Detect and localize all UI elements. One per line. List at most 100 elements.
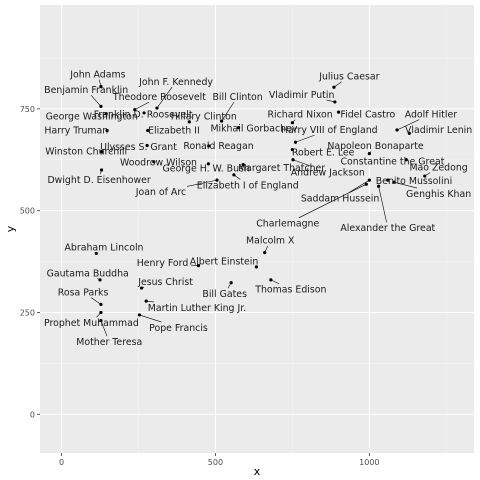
label-albert-einstein: Albert Einstein bbox=[190, 256, 259, 267]
point-bill-clinton bbox=[220, 119, 224, 123]
point-bill-gates bbox=[229, 281, 233, 285]
x-axis-title: x bbox=[254, 465, 261, 478]
label-franklin-d-roosevelt: Franklin D. Roosevelt bbox=[94, 109, 193, 120]
plot-panel bbox=[40, 5, 474, 453]
point-constantine-the-great bbox=[404, 158, 408, 162]
label-richard-nixon: Richard Nixon bbox=[268, 109, 333, 120]
point-abraham-lincoln bbox=[94, 251, 98, 256]
point-rosa-parks bbox=[99, 302, 103, 306]
label-charlemagne: Charlemagne bbox=[256, 219, 319, 230]
label-vladimir-lenin: Vladimir Lenin bbox=[405, 125, 472, 136]
label-jesus-christ: Jesus Christ bbox=[137, 277, 193, 288]
label-julius-caesar: Julius Caesar bbox=[318, 72, 379, 83]
label-abraham-lincoln: Abraham Lincoln bbox=[65, 243, 144, 254]
point-thomas-edison bbox=[269, 278, 273, 282]
point-elizabeth-ii bbox=[146, 128, 150, 133]
point-george-washington bbox=[104, 112, 108, 116]
y-tick-label: 750 bbox=[20, 105, 35, 114]
point-vladimir-lenin bbox=[407, 131, 411, 135]
label-benito-mussolini: Benito Mussolini bbox=[376, 176, 452, 187]
label-vladimir-putin: Vladimir Putin bbox=[269, 90, 335, 101]
y-tick-label: 0 bbox=[30, 410, 35, 419]
x-tick-label: 1000 bbox=[359, 458, 379, 467]
label-ronald-reagan: Ronald Reagan bbox=[183, 141, 253, 152]
point-malcolm-x bbox=[263, 251, 267, 255]
label-alexander-the-great: Alexander the Great bbox=[340, 223, 435, 234]
label-layer: John Adams John F. Kennedy Julius Caesar Be… bbox=[44, 70, 472, 349]
label-john-adams: John Adams bbox=[69, 70, 125, 81]
connector-harry-viii-of-england bbox=[295, 134, 315, 143]
point-winston-churchill bbox=[99, 150, 104, 154]
x-tick-label: 500 bbox=[208, 458, 223, 467]
point-john-adams bbox=[99, 84, 103, 89]
point-martin-luther-king-jr bbox=[144, 299, 148, 303]
label-dwight-d-eisenhower: Dwight D. Eisenhower bbox=[47, 175, 150, 186]
label-gautama-buddha: Gautama Buddha bbox=[47, 268, 129, 279]
label-malcolm-x: Malcolm X bbox=[246, 236, 295, 247]
label-henry-ford: Henry Ford bbox=[137, 258, 189, 269]
point-andrew-jackson bbox=[291, 158, 295, 162]
label-george-washington: George Washington bbox=[46, 111, 138, 122]
point-napoleon-bonaparte bbox=[367, 152, 371, 156]
point-vladimir-putin bbox=[333, 100, 337, 104]
point-benito-mussolini bbox=[386, 178, 390, 182]
label-prophet-muhammad: Prophet Muhammad bbox=[44, 318, 139, 329]
label-winston-churchill: Winston Churchill bbox=[45, 147, 127, 158]
label-rosa-parks: Rosa Parks bbox=[58, 287, 109, 298]
label-bill-clinton: Bill Clinton bbox=[212, 92, 262, 103]
label-john-f-kennedy: John F. Kennedy bbox=[138, 77, 213, 88]
label-fidel-castro: Fidel Castro bbox=[340, 109, 395, 120]
label-mother-teresa: Mother Teresa bbox=[76, 337, 142, 348]
label-hillary-clinton: Hillary Clinton bbox=[171, 111, 237, 122]
y-tick-label: 250 bbox=[20, 308, 35, 317]
label-margaret-thatcher: Margaret Thatcher bbox=[238, 163, 325, 174]
point-pope-francis bbox=[137, 313, 142, 317]
connector-benjamin-franklin bbox=[90, 95, 102, 107]
label-andrew-jackson: Andrew Jackson bbox=[291, 167, 365, 178]
connector-andrew-jackson bbox=[292, 159, 313, 167]
point-joan-of-arc bbox=[215, 178, 219, 182]
point-jesus-christ bbox=[139, 286, 144, 290]
point-henry-ford bbox=[196, 264, 201, 268]
label-napoleon-bonaparte: Napoleon Bonaparte bbox=[327, 141, 424, 152]
label-mao-zedong: Mao Zedong bbox=[409, 162, 467, 173]
label-elizabeth-ii: Elizabeth II bbox=[148, 126, 200, 137]
point-alexander-the-great bbox=[376, 184, 381, 188]
label-bill-gates: Bill Gates bbox=[202, 289, 247, 300]
point-charlemagne bbox=[364, 182, 368, 186]
point-gautama-buddha bbox=[98, 278, 102, 282]
point-ulysses-s-grant bbox=[145, 143, 149, 148]
label-harry-viii-of-england: Harry VIII of England bbox=[281, 125, 378, 136]
label-mikhail-gorbachev: Mikhail Gorbachev bbox=[210, 123, 297, 134]
connector-adolf-hitler bbox=[396, 119, 420, 131]
point-fidel-castro bbox=[336, 110, 341, 114]
connector-genghis-khan bbox=[393, 181, 418, 189]
label-genghis-khan: Genghis Khan bbox=[406, 189, 471, 200]
label-constantine-the-great: Constantine the Great bbox=[340, 156, 444, 167]
point-mao-zedong bbox=[423, 174, 427, 178]
point-prophet-muhammad bbox=[99, 310, 103, 315]
point-mother-teresa bbox=[99, 319, 103, 323]
label-adolf-hitler: Adolf Hitler bbox=[405, 109, 458, 120]
grid-layer bbox=[40, 5, 474, 453]
label-theodore-roosevelt: Theodore Roosevelt bbox=[112, 92, 206, 103]
point-margaret-thatcher bbox=[241, 163, 245, 167]
label-woodrow-wilson: Woodrow Wilson bbox=[120, 158, 197, 169]
point-harry-truman bbox=[105, 128, 109, 133]
label-benjamin-franklin: Benjamin Franklin bbox=[44, 85, 128, 96]
connector-mother-teresa bbox=[100, 320, 108, 337]
y-axis-title: y bbox=[4, 225, 17, 232]
connector-theodore-roosevelt bbox=[134, 101, 150, 110]
point-julius-caesar bbox=[332, 85, 336, 89]
point-layer bbox=[94, 84, 427, 323]
connector-pope-francis bbox=[139, 314, 162, 323]
label-joan-of-arc: Joan of Arc bbox=[135, 187, 186, 198]
y-tick-label: 500 bbox=[20, 207, 35, 216]
label-harry-truman: Harry Truman bbox=[44, 126, 108, 137]
label-saddam-hussein: Saddam Hussein bbox=[301, 193, 380, 204]
point-woodrow-wilson bbox=[152, 160, 156, 164]
point-saddam-hussein bbox=[367, 178, 371, 182]
label-martin-luther-king-jr: Martin Luther King Jr. bbox=[148, 303, 246, 314]
point-elizabeth-i-of-england bbox=[232, 173, 236, 177]
